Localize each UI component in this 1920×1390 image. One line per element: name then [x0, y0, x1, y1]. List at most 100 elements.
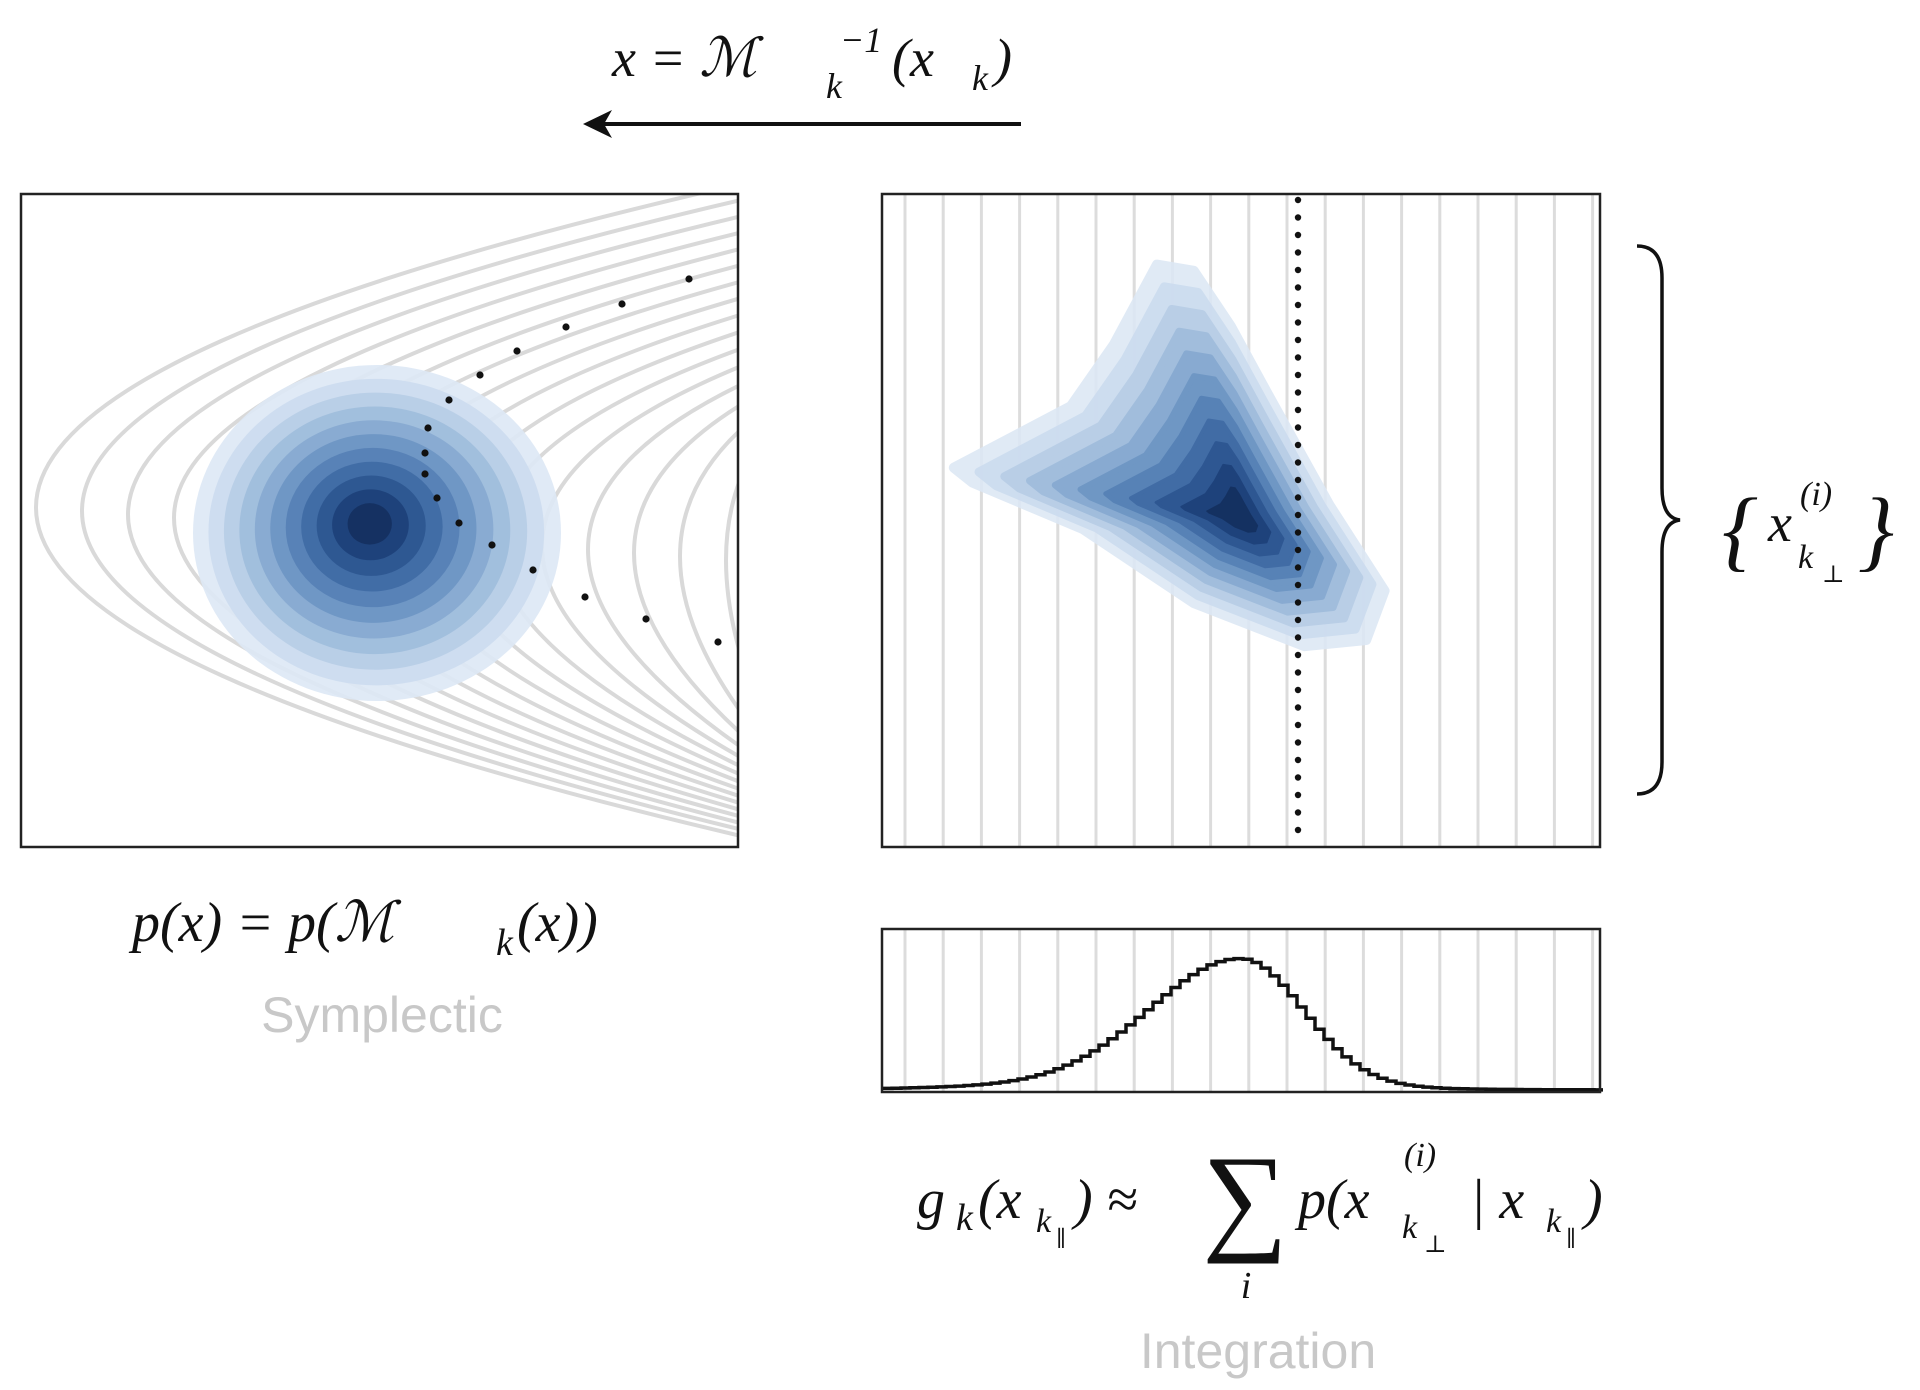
right-eq-given-subsub: ∥: [1566, 1226, 1576, 1251]
trajectory-dot: [421, 449, 429, 457]
right-eq-p-sup: (i): [1404, 1137, 1436, 1174]
set-close: }: [1858, 481, 1894, 580]
trajectory-dot: [618, 300, 626, 308]
set-open: {: [1722, 481, 1758, 580]
right-panel-content: [903, 194, 1595, 847]
set-x: x: [1767, 493, 1792, 553]
slice-dot: [1294, 319, 1302, 326]
histogram-frame: [880, 927, 1602, 1094]
slice-dot: [1294, 459, 1302, 466]
right-eq-p: p(x: [1294, 1169, 1370, 1231]
flow-curve: [540, 365, 738, 759]
histogram-content: [881, 929, 1603, 1092]
slice-dot: [1294, 651, 1302, 659]
flow-curve: [80, 198, 738, 831]
slice-dot: [1294, 686, 1302, 694]
set-subsub: ⊥: [1822, 562, 1845, 588]
slice-dot: [1294, 266, 1302, 274]
trajectory-dot: [445, 396, 453, 404]
right-caption: Integration: [1140, 1323, 1376, 1379]
right-eq-g-sub: k: [956, 1197, 974, 1239]
flow-curve: [586, 384, 738, 748]
flow-curve: [126, 214, 738, 825]
top-eq-close: ): [991, 28, 1012, 88]
density-level: [1206, 486, 1259, 533]
trajectory-dot: [424, 424, 432, 432]
right-eq-arg-subsub: ∥: [1056, 1226, 1066, 1251]
slice-dot: [1294, 249, 1302, 256]
left-panel-content: [34, 194, 738, 838]
slice-dot: [1294, 791, 1302, 799]
density-level: [347, 503, 392, 545]
top-eq-main: x = ℳ: [611, 28, 764, 88]
trajectory-dot: [488, 541, 496, 549]
right-eq-sum-index: i: [1241, 1265, 1252, 1307]
right-eq-sum: ∑: [1202, 1131, 1288, 1264]
right-eq-arg-sub: k: [1036, 1203, 1052, 1240]
slice-dot: [1294, 599, 1302, 606]
top-eq-sub2: k: [972, 58, 989, 98]
right-eq-arg: (x: [978, 1169, 1022, 1231]
right-eq-given-sub: k: [1546, 1203, 1562, 1240]
trajectory-dot: [714, 638, 722, 646]
left-caption: Symplectic: [261, 987, 503, 1043]
slice-dot: [1294, 389, 1302, 396]
flow-curve: [678, 429, 738, 712]
left-panel-frame: [19, 192, 740, 849]
slice-dot: [1294, 739, 1302, 746]
slice-dot: [1294, 756, 1302, 764]
flow-curve: [724, 479, 738, 654]
slice-dot: [1294, 214, 1302, 221]
slice-dot: [1294, 231, 1302, 239]
right-eq-given: | x: [1470, 1169, 1524, 1231]
trajectory-dot: [433, 494, 441, 502]
right-eq-g: g: [917, 1169, 945, 1231]
slice-dot: [1294, 284, 1302, 291]
arrow-head: [583, 110, 612, 138]
histogram-outline: [881, 956, 1603, 1092]
flow-curve: [34, 194, 738, 838]
slice-dot: [1294, 529, 1302, 536]
slice-dot: [1294, 546, 1302, 554]
slice-dot: [1294, 371, 1302, 379]
slice-dot: [1294, 336, 1302, 344]
slice-dot: [1294, 354, 1302, 361]
slice-dot: [1294, 301, 1302, 309]
brace: [1636, 244, 1681, 796]
slice-dot: [1294, 809, 1302, 816]
slice-dot: [1294, 511, 1302, 519]
slice-dot: [1294, 424, 1302, 431]
left-eq-main: p(x) = p(ℳ: [128, 892, 402, 954]
right-eq-close: ): [1581, 1169, 1603, 1231]
slice-dot: [1294, 476, 1302, 484]
left-eq-sub: k: [496, 922, 514, 964]
trajectory-dot: [513, 347, 521, 355]
top-eq-sup: −1: [840, 20, 882, 60]
right-panel-frame: [880, 192, 1602, 849]
trajectory-dot: [529, 566, 537, 574]
set-sub: k: [1798, 539, 1814, 576]
slice-dot: [1294, 441, 1302, 449]
right-eq-p-subsub: ⊥: [1424, 1232, 1447, 1258]
slice-dot: [1294, 616, 1302, 624]
trajectory-dot: [685, 275, 693, 283]
slice-dot: [1294, 774, 1302, 781]
left-eq-end: (x)): [517, 892, 598, 954]
slice-dot: [1294, 704, 1302, 711]
slice-dot: [1294, 564, 1302, 571]
slice-dot: [1294, 581, 1302, 589]
flow-curve: [632, 404, 738, 734]
slice-dot: [1294, 406, 1302, 414]
right-eq-approx: ) ≈: [1071, 1169, 1137, 1231]
flow-curve: [172, 231, 738, 818]
slice-dot: [1294, 634, 1302, 641]
top-eq-sub: k: [826, 66, 843, 106]
right-eq-p-sub: k: [1402, 1209, 1418, 1246]
slice-dot: [1294, 826, 1302, 834]
top-eq-arg: (x: [892, 28, 934, 88]
trajectory-dot: [421, 470, 429, 478]
trajectory-dot: [642, 615, 650, 623]
set-sup: (i): [1800, 476, 1832, 513]
